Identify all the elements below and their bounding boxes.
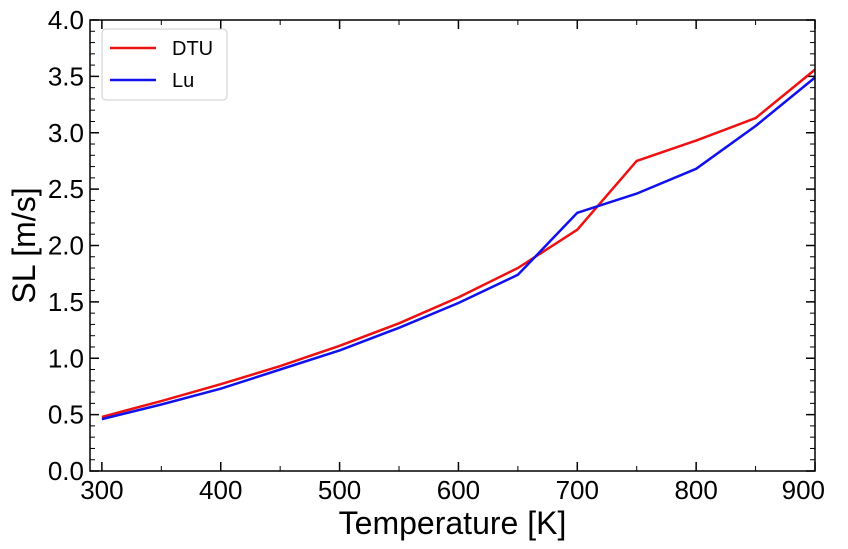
x-tick-label: 400 bbox=[199, 475, 242, 505]
y-tick-label: 4.0 bbox=[48, 5, 84, 35]
x-tick-label: 700 bbox=[556, 475, 599, 505]
legend-label-lu: Lu bbox=[172, 70, 194, 92]
x-tick-label: 600 bbox=[437, 475, 480, 505]
y-tick-label: 1.5 bbox=[48, 287, 84, 317]
x-tick-label: 500 bbox=[318, 475, 361, 505]
y-tick-label: 1.0 bbox=[48, 343, 84, 373]
series-lines bbox=[101, 68, 816, 421]
y-tick-label: 0.0 bbox=[48, 456, 84, 486]
y-tick-label: 3.0 bbox=[48, 118, 84, 148]
y-tick-label: 0.5 bbox=[48, 400, 84, 430]
series-line-lu bbox=[101, 76, 816, 421]
y-tick-label: 3.5 bbox=[48, 61, 84, 91]
plot-frame bbox=[89, 19, 816, 472]
legend: DTU Lu bbox=[101, 28, 228, 101]
y-tick-label: 2.0 bbox=[48, 231, 84, 261]
series-line-dtu bbox=[101, 68, 816, 419]
tick-labels: 0.0 0.5 1.0 1.5 2.0 2.5 3.0 3.5 4.0 300 400 500 600 7… bbox=[48, 5, 825, 505]
x-tick-label: 800 bbox=[674, 475, 717, 505]
y-axis-title: SL [m/s] bbox=[6, 187, 42, 303]
x-axis-title: Temperature [K] bbox=[339, 505, 567, 541]
legend-label-dtu: DTU bbox=[172, 38, 213, 60]
x-tick-label: 900 bbox=[782, 475, 825, 505]
x-tick-label: 300 bbox=[80, 475, 123, 505]
y-tick-label: 2.5 bbox=[48, 174, 84, 204]
